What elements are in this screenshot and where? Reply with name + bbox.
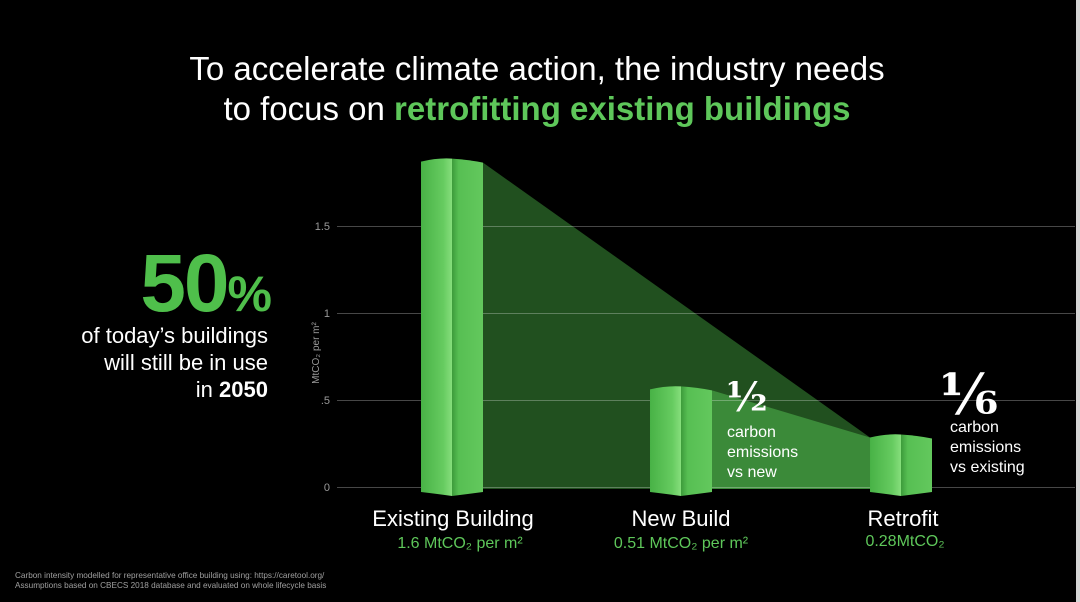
annotation-vs-existing-line-3: vs existing bbox=[950, 459, 1025, 476]
bar-retrofit bbox=[870, 434, 932, 496]
bar-face-left bbox=[870, 434, 901, 496]
annotation-vs-existing-line-1: carbon bbox=[950, 419, 999, 436]
reduction-area-new-to-retrofit bbox=[712, 390, 870, 489]
fraction-one-sixth: ⅙ bbox=[940, 362, 998, 428]
y-axis-title: MtCO₂ per m² bbox=[311, 322, 322, 384]
annotation-vs-new: carbon emissions vs new bbox=[727, 423, 798, 483]
footnote-line-1: Carbon intensity modelled for representa… bbox=[15, 571, 325, 580]
fraction-half: ½ bbox=[726, 374, 768, 421]
y-tick-label: 1.5 bbox=[315, 221, 330, 233]
bar-face-left bbox=[421, 158, 452, 496]
stat-description: of today’s buildings will still be in us… bbox=[40, 322, 268, 403]
annotation-vs-new-line-1: carbon bbox=[727, 424, 776, 441]
reduction-areas bbox=[483, 162, 870, 489]
stat-line-3: in 2050 bbox=[40, 376, 268, 403]
stat-unit: % bbox=[227, 266, 272, 322]
category-label-existing-building: Existing Building bbox=[372, 506, 534, 531]
bar-new-build bbox=[650, 386, 712, 496]
category-label-retrofit: Retrofit bbox=[867, 506, 939, 531]
annotation-vs-existing-line-2: emissions bbox=[950, 439, 1022, 456]
bar-face-right bbox=[452, 158, 483, 496]
y-tick-label: 0 bbox=[324, 482, 330, 494]
annotation-vs-existing: carbon emissions vs existing bbox=[950, 418, 1025, 478]
stat-line-3-prefix: in bbox=[195, 377, 220, 402]
slide-title: To accelerate climate action, the indust… bbox=[0, 49, 1074, 129]
value-label-new-build: 0.51 MtCO₂ per m² bbox=[613, 535, 749, 552]
stat-value: 50 bbox=[140, 238, 229, 329]
y-tick-label: 1 bbox=[324, 308, 330, 320]
value-label-existing-building: 1.6 MtCO₂ per m² bbox=[397, 535, 523, 552]
y-axis-ticks: 0 .5 1 1.5 bbox=[315, 221, 330, 494]
title-line-2: to focus on retrofitting existing buildi… bbox=[0, 89, 1074, 129]
annotation-vs-new-line-3: vs new bbox=[727, 464, 777, 481]
value-label-retrofit: 0.28MtCO₂ bbox=[865, 533, 945, 550]
category-label-new-build: New Build bbox=[631, 506, 731, 531]
stat-percentage: 50% bbox=[40, 243, 272, 335]
stat-year: 2050 bbox=[219, 377, 268, 402]
title-highlight: retrofitting existing buildings bbox=[394, 90, 851, 127]
bar-existing-building bbox=[421, 158, 483, 496]
bar-face-left bbox=[650, 386, 681, 496]
stat-line-1: of today’s buildings bbox=[81, 323, 268, 348]
reduction-area-existing-to-retrofit bbox=[483, 162, 870, 489]
footnote: Carbon intensity modelled for representa… bbox=[15, 571, 326, 591]
bar-face-right bbox=[681, 386, 712, 496]
title-line-2-prefix: to focus on bbox=[223, 90, 395, 127]
bar-face-right bbox=[901, 434, 932, 496]
stat-line-2: will still be in use bbox=[104, 350, 268, 375]
footnote-line-2: Assumptions based on CBECS 2018 database… bbox=[15, 581, 327, 590]
y-tick-label: .5 bbox=[321, 395, 330, 407]
title-line-1: To accelerate climate action, the indust… bbox=[189, 50, 885, 87]
slide-edge bbox=[1076, 0, 1080, 602]
bars bbox=[421, 158, 932, 496]
annotation-vs-new-line-2: emissions bbox=[727, 444, 799, 461]
